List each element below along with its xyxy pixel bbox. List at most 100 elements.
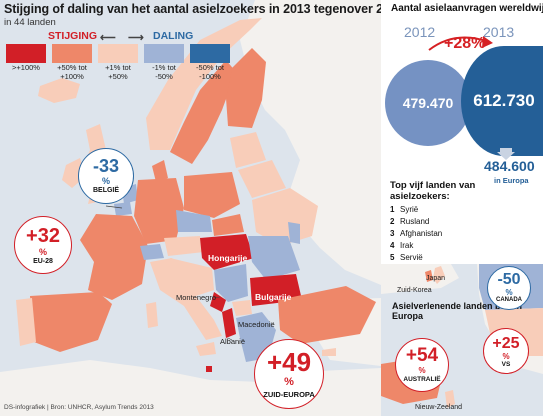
land-italy — [150, 258, 222, 340]
year-2013: 2013 — [483, 24, 515, 40]
europe-label: in Europa — [494, 176, 529, 185]
land-new-zealand — [445, 390, 455, 408]
callout-zuid-europa: +49 % ZUID-EUROPA — [254, 339, 324, 409]
land-sweden — [170, 60, 236, 164]
land-nodata-east — [240, 0, 381, 285]
land-denmark — [152, 160, 168, 182]
callout-australie-name: AUSTRALIË — [403, 376, 441, 383]
leader-belgie — [105, 205, 123, 209]
legend-swatch-1 — [6, 44, 46, 63]
land-malta — [206, 366, 212, 372]
callout-belgie-pct: % — [101, 176, 110, 186]
land-slovakia — [212, 214, 244, 236]
label-zuid-korea: Zuid-Korea — [397, 287, 432, 294]
land-france — [80, 214, 148, 300]
legend-swatch-3 — [98, 44, 138, 63]
top5-rank: 4 — [390, 241, 395, 250]
top5-item: 1 Syrië — [390, 205, 418, 214]
land-belgium — [114, 202, 132, 216]
callout-vs-pct: % — [502, 352, 510, 361]
legend-label-4: -1% tot -50% — [152, 63, 176, 81]
country-label-hongarije: Hongarije — [208, 253, 248, 263]
top5-title: Top vijf landen van asielzoekers: — [390, 180, 476, 202]
label-japan: Japan — [426, 275, 446, 282]
country-label-montenegro: Montenegro — [176, 293, 217, 302]
land-baltics — [230, 132, 266, 168]
leader-montenegro — [211, 296, 221, 299]
top5-country: Servië — [400, 253, 423, 262]
europe-map-panel: Stijging of daling van het aantal asielz… — [0, 0, 381, 416]
top5-item: 2 Rusland — [390, 217, 429, 226]
legend-swatch-2 — [52, 44, 92, 63]
world-panel: Aantal asielaanvragen wereldwijd 2012 20… — [381, 0, 543, 416]
land-ukraine — [252, 188, 318, 246]
callout-belgie-value: -33 — [92, 156, 119, 176]
world-title: Aantal asielaanvragen wereldwijd — [391, 3, 543, 14]
year-2012: 2012 — [404, 24, 436, 40]
top5-item: 3 Afghanistan — [390, 229, 442, 238]
callout-vs-name: VS — [501, 361, 511, 368]
land-portugal — [16, 298, 36, 346]
land-cyprus — [322, 348, 336, 356]
growth-value: +28% — [444, 35, 486, 52]
land-hungary — [200, 234, 254, 270]
europe-landmass — [0, 0, 381, 416]
map-subtitle: in 44 landen — [4, 17, 56, 28]
legend-swatch-4 — [144, 44, 184, 63]
top5-rank: 5 — [390, 253, 395, 262]
value-2012: 479.470 — [402, 95, 454, 111]
land-japan — [433, 266, 445, 284]
land-poland — [184, 172, 240, 218]
legend-label-5: -50% tot -100% — [196, 63, 224, 81]
land-iceland — [38, 78, 80, 103]
land-korea — [425, 270, 433, 282]
land-montenegro — [210, 292, 226, 312]
land-turkey — [278, 286, 376, 344]
legend-swatch-5 — [190, 44, 230, 63]
land-romania — [248, 236, 300, 280]
callout-australie-pct: % — [418, 366, 426, 375]
callout-canada-value: -50 — [497, 271, 521, 288]
callout-zuid-pct: % — [284, 376, 294, 388]
land-serbia — [214, 264, 248, 302]
land-norway — [146, 18, 262, 150]
callout-vs-value: +25 — [492, 335, 520, 352]
country-label-albanie: Albanië — [220, 337, 246, 346]
top5-country: Afghanistan — [400, 229, 443, 238]
land-germany — [134, 178, 184, 244]
legend-fall-label: DALING — [153, 30, 194, 42]
callout-canada-name: CANADA — [496, 297, 522, 303]
callout-australie: +54 % AUSTRALIË — [395, 338, 449, 392]
land-austria — [164, 236, 204, 256]
callout-zuid-value: +49 — [266, 347, 312, 377]
callout-eu28-name: EU-28 — [33, 258, 53, 265]
callout-canada-pct: % — [505, 288, 513, 297]
top5-country: Irak — [400, 241, 414, 250]
callout-zuid-name: ZUID-EUROPA — [263, 390, 315, 399]
country-label-macedonie: Macedonië — [238, 320, 275, 329]
legend-rise-label: STIJGING — [48, 30, 98, 42]
top5-rank: 2 — [390, 217, 395, 226]
circle-2012: 479.470 — [385, 60, 471, 146]
land-finland — [226, 48, 266, 128]
top5-item: 5 Servië — [390, 253, 423, 262]
land-spain — [30, 292, 112, 352]
land-moldova — [288, 222, 300, 244]
callout-belgie: -33 % BELGIË — [78, 148, 134, 204]
growth-arrow-icon — [428, 36, 493, 51]
land-macedonia — [232, 300, 252, 316]
leader-albanie — [227, 337, 233, 341]
land-sicily — [196, 342, 216, 356]
top5-item: 4 Irak — [390, 241, 413, 250]
legend-arrow-left: ⟵ — [100, 32, 116, 44]
callout-australie-value: +54 — [405, 345, 439, 366]
land-slovenia-croatia — [170, 258, 214, 296]
top5-rank: 1 — [390, 205, 395, 214]
top5-rank: 3 — [390, 229, 395, 238]
europe-arrow-icon — [497, 148, 515, 160]
callout-eu28-value: +32 — [26, 225, 60, 247]
source-credit: DS-infografiek | Bron: UNHCR, Asylum Tre… — [4, 404, 154, 411]
callout-eu28-pct: % — [38, 247, 47, 257]
outside-europe-panel: Japan Zuid-Korea Asielverlenende landen … — [381, 264, 543, 416]
